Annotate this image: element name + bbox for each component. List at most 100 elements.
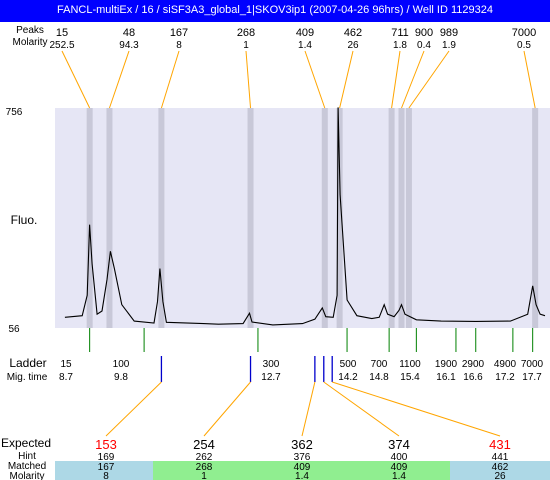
matched-cell bbox=[251, 461, 349, 480]
peak-molarity-label: 94.3 bbox=[119, 40, 139, 51]
peak-connector bbox=[401, 50, 425, 109]
hint-value: 262 bbox=[196, 452, 213, 463]
matched-cell bbox=[349, 461, 450, 480]
ladder-time-label: 14.8 bbox=[369, 372, 389, 383]
matched-molarity-value: 1 bbox=[201, 471, 207, 480]
peak-connector bbox=[391, 50, 401, 109]
ladder-size-label: 1100 bbox=[399, 359, 421, 370]
fluorescence-trace bbox=[64, 107, 546, 326]
peak-connector bbox=[523, 50, 536, 109]
peak-band bbox=[405, 108, 412, 328]
peak-molarity-label: 1.4 bbox=[298, 40, 312, 51]
peak-size-label: 48 bbox=[123, 27, 135, 39]
peak-size-label: 7000 bbox=[512, 27, 536, 39]
ladder-label: Ladder bbox=[9, 356, 46, 370]
y-tick-label: 56 bbox=[8, 324, 20, 335]
peak-size-label: 167 bbox=[170, 27, 188, 39]
expected-label: Expected bbox=[1, 436, 51, 450]
ladder-size-label: 700 bbox=[371, 359, 388, 370]
peak-molarity-label: 8 bbox=[176, 40, 182, 51]
peak-band bbox=[388, 108, 395, 328]
expected-value: 431 bbox=[489, 437, 511, 452]
hint-label: Hint bbox=[18, 451, 36, 462]
peak-molarity-label: 252.5 bbox=[49, 40, 74, 51]
peak-connector bbox=[160, 50, 180, 109]
matched-cell bbox=[153, 461, 251, 480]
peak-band bbox=[158, 108, 165, 328]
ladder-time-label: 9.8 bbox=[114, 372, 128, 383]
matched-cell bbox=[55, 461, 153, 480]
expected-value: 362 bbox=[291, 437, 313, 452]
ladder-time-label: 8.7 bbox=[59, 372, 73, 383]
matched-value: 268 bbox=[196, 462, 213, 473]
peak-connector bbox=[408, 50, 450, 109]
ladder-size-label: 4900 bbox=[494, 359, 517, 370]
ladder-size-label: 7000 bbox=[521, 359, 544, 370]
matched-value: 409 bbox=[391, 462, 408, 473]
migtime-label: Mig. time bbox=[7, 372, 48, 383]
peak-band bbox=[532, 108, 539, 328]
peak-band bbox=[398, 108, 405, 328]
matched-molarity-value: 1.4 bbox=[295, 471, 309, 480]
expected-value: 374 bbox=[388, 437, 410, 452]
expected-connector bbox=[323, 381, 400, 437]
ladder-size-label: 15 bbox=[60, 359, 72, 370]
expected-connector bbox=[301, 381, 316, 437]
hint-value: 400 bbox=[391, 452, 408, 463]
expected-value: 254 bbox=[193, 437, 215, 452]
peak-size-label: 900 bbox=[415, 27, 433, 39]
peak-connector bbox=[245, 50, 252, 109]
matched-value: 167 bbox=[98, 462, 115, 473]
matched-label: Matched bbox=[8, 461, 46, 472]
expected-connector bbox=[332, 381, 501, 437]
y-tick-label: 756 bbox=[6, 107, 23, 118]
expected-connector bbox=[203, 381, 251, 437]
plot-area bbox=[55, 108, 550, 328]
peak-size-label: 268 bbox=[237, 27, 255, 39]
peak-molarity-label: 0.4 bbox=[417, 40, 431, 51]
ladder-time-label: 15.4 bbox=[400, 372, 420, 383]
peak-connector bbox=[304, 50, 326, 109]
matched-molarity-value: 8 bbox=[103, 471, 109, 480]
hint-value: 169 bbox=[98, 452, 115, 463]
peak-band bbox=[86, 108, 93, 328]
hint-value: 376 bbox=[294, 452, 311, 463]
peak-band bbox=[336, 108, 343, 328]
peak-connector bbox=[108, 50, 130, 109]
ladder-time-label: 12.7 bbox=[261, 372, 281, 383]
expected-connector bbox=[105, 381, 162, 437]
molarity-label: Molarity bbox=[9, 471, 44, 480]
peaks-row-label: Peaks bbox=[16, 25, 44, 36]
peak-size-label: 15 bbox=[56, 27, 68, 39]
peak-size-label: 462 bbox=[344, 27, 362, 39]
peak-band bbox=[247, 108, 254, 328]
peak-size-label: 711 bbox=[391, 27, 409, 39]
ladder-size-label: 500 bbox=[340, 359, 357, 370]
matched-value: 462 bbox=[492, 462, 509, 473]
ladder-time-label: 16.1 bbox=[436, 372, 456, 383]
ladder-time-label: 14.2 bbox=[338, 372, 358, 383]
ladder-size-label: 300 bbox=[263, 359, 280, 370]
title-bar: FANCL-multiEx / 16 / siSF3A3_global_1|SK… bbox=[0, 0, 550, 22]
peak-connector bbox=[339, 50, 354, 109]
ladder-time-label: 17.2 bbox=[495, 372, 515, 383]
ladder-size-label: 100 bbox=[113, 359, 130, 370]
ladder-time-label: 16.6 bbox=[463, 372, 483, 383]
matched-cell bbox=[450, 461, 550, 480]
expected-value: 153 bbox=[95, 437, 117, 452]
matched-value: 409 bbox=[294, 462, 311, 473]
matched-molarity-value: 26 bbox=[494, 471, 506, 480]
hint-value: 441 bbox=[492, 452, 509, 463]
peak-molarity-label: 1 bbox=[243, 40, 249, 51]
peak-molarity-label: 1.9 bbox=[442, 40, 456, 51]
peak-size-label: 409 bbox=[296, 27, 314, 39]
ladder-size-label: 1900 bbox=[435, 359, 458, 370]
peak-connector bbox=[61, 50, 91, 109]
ladder-time-label: 17.7 bbox=[522, 372, 542, 383]
peak-molarity-label: 26 bbox=[347, 40, 359, 51]
ladder-size-label: 2900 bbox=[462, 359, 485, 370]
y-axis-label: Fluo. bbox=[11, 213, 38, 227]
peak-molarity-label: 0.5 bbox=[517, 40, 531, 51]
window-title: FANCL-multiEx / 16 / siSF3A3_global_1|SK… bbox=[57, 4, 493, 16]
